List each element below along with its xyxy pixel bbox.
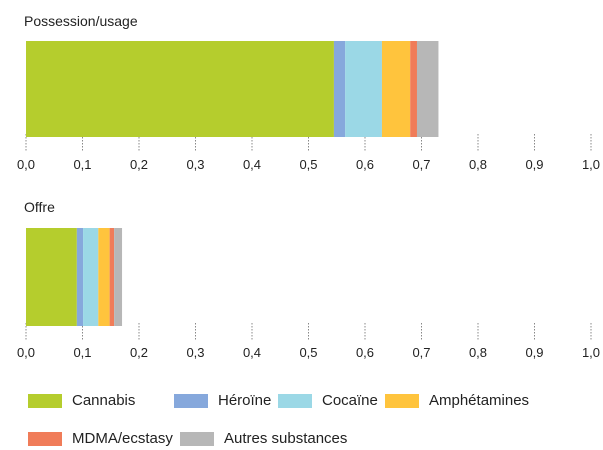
- x-tick-label: 0,8: [469, 157, 487, 172]
- legend-swatch: [28, 431, 62, 446]
- x-tick-label: 0,3: [186, 345, 204, 360]
- legend-item: Autres substances: [180, 430, 347, 447]
- legend-label: MDMA/ecstasy: [72, 430, 173, 447]
- bar-segment-mdma-ecstasy: [410, 41, 417, 137]
- bar-segment-coca-ne: [345, 41, 382, 137]
- x-tick-label: 0,0: [17, 157, 35, 172]
- x-tick-label: 0,4: [243, 345, 261, 360]
- x-tick-label: 0,4: [243, 157, 261, 172]
- legend-swatch: [174, 393, 208, 408]
- bar-segment-amph-tamines: [98, 228, 110, 326]
- bar-segment-autres-substances: [416, 41, 439, 137]
- bar-segment-mdma-ecstasy: [109, 228, 115, 326]
- x-tick-label: 0,0: [17, 345, 35, 360]
- legend-swatch: [28, 393, 62, 408]
- legend-swatch: [180, 431, 214, 446]
- x-tick-label: 0,8: [469, 345, 487, 360]
- bar-segment-h-ro-ne: [333, 41, 346, 137]
- panel-title: Possession/usage: [24, 13, 138, 29]
- legend-item: Cocaïne: [278, 392, 378, 409]
- bar-segment-cannabis: [26, 228, 77, 326]
- legend-item: Cannabis: [28, 392, 135, 409]
- x-tick-label: 0,3: [186, 157, 204, 172]
- legend-label: Héroïne: [218, 392, 272, 409]
- x-tick-label: 0,5: [299, 345, 317, 360]
- x-tick-label: 1,0: [582, 345, 600, 360]
- x-tick-label: 1,0: [582, 157, 600, 172]
- x-tick-label: 0,2: [130, 157, 148, 172]
- bar-segment-amph-tamines: [381, 41, 411, 137]
- legend-item: MDMA/ecstasy: [28, 430, 173, 447]
- x-tick-label: 0,1: [73, 157, 91, 172]
- panel-title: Offre: [24, 199, 55, 215]
- x-tick-label: 0,6: [356, 157, 374, 172]
- legend-label: Autres substances: [224, 430, 348, 447]
- bar-segment-cannabis: [26, 41, 334, 137]
- panel-offre: Offre 0,0 0,1 0,2 0,3 0,4 0,5 0,6 0,7 0,8 0,9 1,0: [17, 199, 600, 360]
- legend-item: Amphétamines: [385, 392, 529, 409]
- legend-item: Héroïne: [174, 392, 271, 409]
- x-tick-label: 0,7: [412, 345, 430, 360]
- x-tick-label: 0,5: [299, 157, 317, 172]
- legend-swatch: [385, 393, 419, 408]
- panel-possession-usage: Possession/usage 0,0 0,1 0,2 0,3 0,4 0,5 0,6 0,7…: [17, 13, 600, 172]
- x-tick-label: 0,6: [356, 345, 374, 360]
- x-tick-label: 0,9: [525, 157, 543, 172]
- x-tick-label: 0,2: [130, 345, 148, 360]
- chart: Possession/usage 0,0 0,1 0,2 0,3 0,4 0,5 0,6 0,7…: [17, 13, 600, 360]
- legend-label: Amphétamines: [429, 392, 530, 409]
- x-tick-label: 0,9: [525, 345, 543, 360]
- legend-swatch: [278, 393, 312, 408]
- bar-segment-h-ro-ne: [76, 228, 84, 326]
- legend-label: Cocaïne: [322, 392, 378, 409]
- x-tick-label: 0,1: [73, 345, 91, 360]
- bar-segment-coca-ne: [83, 228, 99, 326]
- legend-label: Cannabis: [72, 392, 136, 409]
- bar-segment-autres-substances: [114, 228, 123, 326]
- x-tick-label: 0,7: [412, 157, 430, 172]
